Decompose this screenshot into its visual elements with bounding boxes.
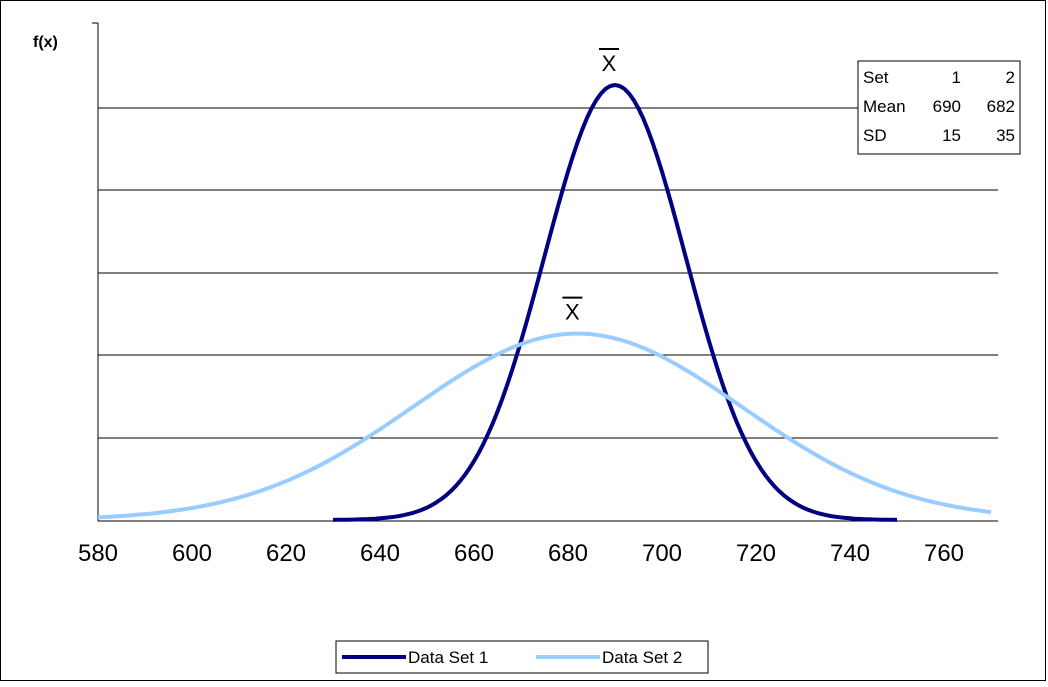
stats-cell: 690 [933,97,961,116]
x-tick-labels: 580 600 620 640 660 680 700 720 740 760 [78,540,964,567]
x-tick-label: 720 [736,540,776,567]
x-tick-label: 740 [830,540,870,567]
y-axis-label: f(x) [33,34,58,51]
curves [97,83,992,522]
stats-cell: 35 [996,126,1015,145]
stats-cell: 682 [987,97,1015,116]
x-tick-label: 760 [924,540,964,567]
stats-table: Set 1 2 Mean 690 682 SD 15 35 [857,60,1021,155]
x-tick-label: 620 [266,540,306,567]
legend: Data Set 1 Data Set 2 [335,640,709,674]
legend-label-2: Data Set 2 [602,648,682,667]
mean-markers: XX [562,48,619,325]
stats-cell: 1 [952,68,961,87]
x-tick-label: 700 [642,540,682,567]
series-line-2 [97,331,992,520]
mean-marker-1: X [602,51,617,76]
legend-label-1: Data Set 1 [408,648,488,667]
stats-cell: SD [863,126,887,145]
x-tick-label: 660 [454,540,494,567]
gridlines [98,107,998,439]
stats-cell: 15 [942,126,961,145]
mean-marker-2: X [565,300,580,325]
x-tick-label: 600 [172,540,212,567]
x-tick-label: 580 [78,540,118,567]
stats-cell: Mean [863,97,906,116]
stats-cell: Set [863,68,889,87]
series-line-1 [332,83,898,522]
x-tick-label: 640 [360,540,400,567]
axes [92,22,998,522]
x-tick-label: 680 [548,540,588,567]
stats-table-box [857,60,1021,155]
stats-cell: 2 [1006,68,1015,87]
